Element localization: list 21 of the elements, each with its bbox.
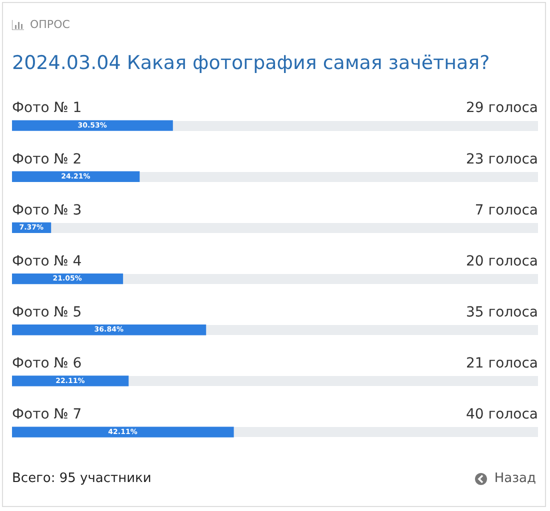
y-tick-label: Фото № 1 xyxy=(12,100,82,116)
text: ОПРОС xyxy=(30,18,70,31)
bar xyxy=(12,171,140,182)
annotation: 20 голоса xyxy=(466,253,538,270)
annotation: 21 голоса xyxy=(466,356,538,372)
annotation: 7 голоса xyxy=(474,202,538,218)
text: Назад xyxy=(494,471,536,486)
annotation: 23 голоса xyxy=(466,151,538,168)
y-tick-label: Фото № 4 xyxy=(12,253,82,270)
chart-title: 2024.03.04 Какая фотография самая зачётная? xyxy=(12,52,490,74)
y-tick-label: Фото № 5 xyxy=(12,304,82,321)
annotation: 29 голоса xyxy=(466,100,538,116)
y-tick-label: Фото № 7 xyxy=(12,406,82,423)
annotation: 40 голоса xyxy=(466,406,538,423)
y-tick-label: Фото № 6 xyxy=(12,356,82,372)
bar xyxy=(12,376,129,386)
annotation: 35 голоса xyxy=(466,304,538,321)
bar xyxy=(12,273,124,284)
y-tick-label: Фото № 3 xyxy=(12,202,82,218)
y-tick-label: Фото № 2 xyxy=(12,151,82,168)
text: Всего: 95 участники xyxy=(12,471,152,486)
